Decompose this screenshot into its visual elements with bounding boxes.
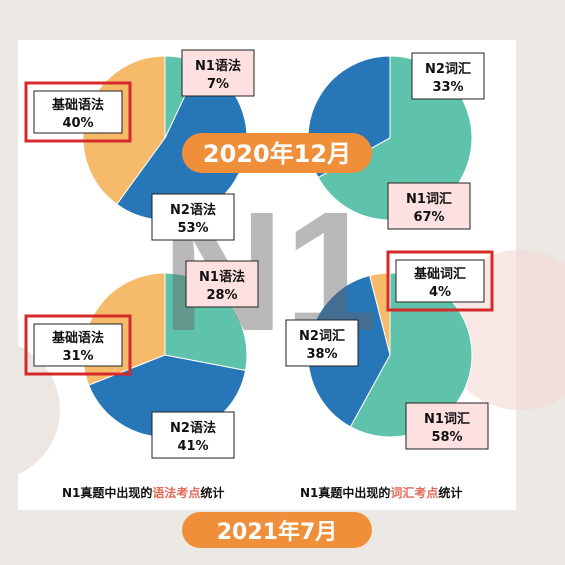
label-category: 基础语法 [51, 330, 104, 346]
label-percent: 58% [431, 430, 462, 445]
label-percent: 41% [177, 439, 208, 454]
slice-label: 基础词汇 4% [386, 250, 494, 312]
label-category: N2语法 [170, 420, 216, 436]
label-box [151, 193, 235, 241]
date-banner-top-text: 2020年12月 [203, 140, 351, 168]
slice-label: 基础语法 31% [24, 314, 132, 376]
highlight-frame [24, 314, 132, 376]
slice-label: N1词汇 58% [405, 402, 489, 450]
label-box [185, 260, 259, 308]
label-box [181, 49, 255, 97]
label-category: N2语法 [170, 202, 216, 218]
slice-label: N2语法 53% [151, 193, 235, 241]
slice-label: 基础语法 40% [24, 81, 132, 143]
grammar-caption: N1真题中出现的语法考点统计 [62, 485, 224, 500]
label-category: N1语法 [195, 58, 241, 74]
highlight-frame [24, 81, 132, 143]
slice-label: N1语法 7% [181, 49, 255, 97]
label-category: 基础词汇 [413, 266, 466, 282]
caption-suffix: 统计 [438, 485, 462, 500]
label-percent: 31% [62, 349, 93, 364]
label-box [387, 182, 471, 230]
label-category: 基础语法 [51, 97, 104, 113]
label-box [395, 259, 485, 303]
label-box [405, 402, 489, 450]
label-category: N2词汇 [299, 329, 345, 344]
label-category: N2词汇 [425, 62, 471, 77]
label-box [151, 411, 235, 459]
slice-label: N1语法 28% [185, 260, 259, 308]
label-category: N1语法 [199, 269, 245, 285]
label-percent: 38% [306, 347, 337, 362]
vocab-caption: N1真题中出现的词汇考点统计 [300, 485, 462, 500]
caption-prefix: N1真题中出现的 [300, 485, 390, 500]
caption-highlight: 语法考点 [152, 485, 200, 500]
slice-label: N1词汇 67% [387, 182, 471, 230]
label-percent: 67% [413, 210, 444, 225]
slice-label: N2词汇 33% [411, 52, 485, 100]
highlight-frame [386, 250, 494, 312]
slice-label: N2语法 41% [151, 411, 235, 459]
label-percent: 53% [177, 221, 208, 236]
label-box [33, 90, 123, 134]
caption-suffix: 统计 [200, 485, 224, 500]
date-banner-bottom [182, 512, 372, 548]
label-box [33, 323, 123, 367]
label-percent: 7% [207, 77, 229, 92]
label-category: N1词汇 [406, 192, 452, 207]
slice-label: N2词汇 38% [285, 319, 359, 367]
label-percent: 28% [206, 288, 237, 303]
label-percent: 4% [429, 285, 451, 300]
caption-prefix: N1真题中出现的 [62, 485, 152, 500]
date-banner-top [182, 133, 372, 173]
label-percent: 33% [432, 80, 463, 95]
label-percent: 40% [62, 116, 93, 131]
caption-highlight: 词汇考点 [390, 485, 438, 500]
label-box [411, 52, 485, 100]
label-category: N1词汇 [424, 412, 470, 427]
date-banner-bottom-text: 2021年7月 [217, 519, 338, 545]
label-box [285, 319, 359, 367]
